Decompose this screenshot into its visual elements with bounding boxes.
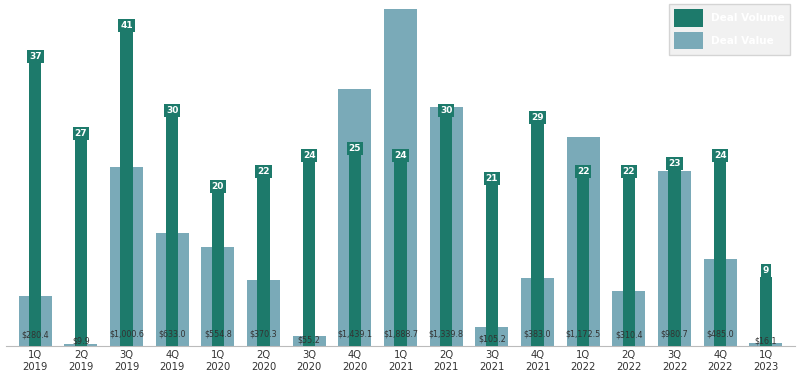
Text: $485.0: $485.0	[706, 329, 734, 338]
Bar	[120, 32, 133, 346]
Bar	[566, 137, 600, 346]
Text: $633.0: $633.0	[159, 329, 186, 338]
Bar	[292, 336, 326, 346]
Bar	[247, 280, 280, 346]
Text: $1,339.8: $1,339.8	[429, 329, 464, 338]
Bar	[475, 327, 509, 346]
Bar	[440, 116, 453, 346]
Bar	[211, 193, 224, 346]
Bar	[257, 178, 270, 346]
Bar	[338, 89, 372, 346]
Text: 23: 23	[668, 159, 681, 168]
Text: 24: 24	[394, 152, 407, 161]
Text: $55.2: $55.2	[298, 336, 320, 345]
Text: 30: 30	[166, 105, 179, 115]
Bar	[531, 124, 544, 346]
Text: 20: 20	[211, 182, 224, 191]
Text: $370.3: $370.3	[250, 329, 277, 338]
Bar	[74, 139, 87, 346]
Bar	[521, 277, 554, 346]
Bar	[612, 291, 646, 346]
Bar	[658, 171, 691, 346]
Bar	[749, 343, 783, 346]
Text: $554.8: $554.8	[204, 329, 231, 338]
Bar	[394, 162, 407, 346]
Bar	[29, 63, 42, 346]
Bar	[759, 277, 772, 346]
Text: $1,000.6: $1,000.6	[109, 329, 144, 338]
Legend: Deal Volume, Deal Value: Deal Volume, Deal Value	[669, 4, 791, 55]
Text: $1,439.1: $1,439.1	[337, 329, 372, 338]
Bar	[64, 344, 98, 346]
Text: $980.7: $980.7	[661, 329, 688, 338]
Text: $1,888.7: $1,888.7	[383, 329, 418, 338]
Text: 27: 27	[74, 129, 87, 138]
Text: 37: 37	[29, 52, 42, 61]
Text: 41: 41	[120, 22, 133, 30]
Text: $9.9: $9.9	[72, 337, 90, 345]
Text: $105.2: $105.2	[478, 335, 505, 344]
Bar	[429, 107, 463, 346]
Bar	[668, 170, 681, 346]
Bar	[622, 178, 635, 346]
Text: $16.1: $16.1	[755, 336, 777, 345]
Bar	[201, 247, 235, 346]
Text: $1,172.5: $1,172.5	[566, 329, 601, 338]
Bar	[714, 162, 727, 346]
Text: 22: 22	[622, 167, 635, 176]
Text: 30: 30	[440, 105, 453, 115]
Text: 25: 25	[348, 144, 361, 153]
Text: 22: 22	[257, 167, 270, 176]
Bar	[303, 162, 316, 346]
Bar	[577, 178, 590, 346]
Text: 21: 21	[485, 175, 498, 183]
Text: $383.0: $383.0	[524, 329, 551, 338]
Text: 24: 24	[303, 152, 316, 161]
Bar	[155, 233, 189, 346]
Bar	[703, 259, 737, 346]
Bar	[110, 167, 143, 346]
Text: $310.4: $310.4	[615, 330, 642, 339]
Bar	[18, 296, 52, 346]
Bar	[485, 185, 498, 346]
Text: 9: 9	[763, 266, 769, 275]
Bar	[384, 9, 417, 346]
Text: 29: 29	[531, 113, 544, 122]
Text: $280.4: $280.4	[22, 331, 49, 340]
Bar	[348, 155, 361, 346]
Bar	[166, 116, 179, 346]
Text: 24: 24	[714, 152, 727, 161]
Text: 22: 22	[577, 167, 590, 176]
